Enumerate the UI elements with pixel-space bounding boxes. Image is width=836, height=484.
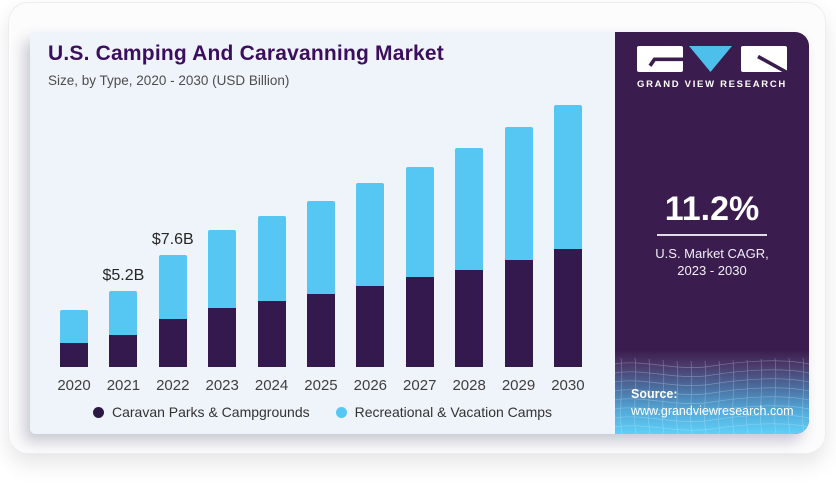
x-axis-label: 2029 — [501, 377, 536, 394]
bar-segment-caravan-parks — [109, 334, 138, 367]
bar-column: $7.6B 2022 — [152, 95, 194, 394]
bar-column: $5.2B 2021 — [102, 95, 144, 394]
bar-segment-caravan-parks — [208, 308, 237, 367]
bar-segment-recreational-camps — [109, 290, 138, 335]
legend-swatch — [92, 406, 104, 418]
cagr-caption-line2: 2023 - 2030 — [677, 263, 747, 278]
bar-segment-recreational-camps — [356, 183, 385, 287]
bar-column: 2023 — [205, 95, 239, 394]
bar-column: 2024 — [255, 95, 288, 394]
chart-area: U.S. Camping And Caravanning Market Size… — [30, 32, 615, 434]
bar-segment-recreational-camps — [257, 215, 286, 301]
x-axis-label: 2030 — [551, 377, 585, 394]
x-axis-label: 2025 — [304, 377, 338, 394]
cagr-caption-line1: U.S. Market CAGR, — [655, 246, 769, 261]
source-label: Source: — [631, 387, 678, 401]
bar-segment-recreational-camps — [405, 167, 434, 278]
logo-r-mark — [741, 46, 787, 74]
chart-card: U.S. Camping And Caravanning Market Size… — [30, 32, 809, 434]
page-subtitle: Size, by Type, 2020 - 2030 (USD Billion) — [48, 73, 290, 88]
x-axis-label: 2023 — [205, 377, 239, 394]
bar-segment-caravan-parks — [60, 343, 88, 367]
legend-label: Recreational & Vacation Camps — [354, 404, 553, 420]
bar-segment-caravan-parks — [553, 249, 582, 367]
bar-segment-caravan-parks — [455, 269, 484, 367]
bar-segment-recreational-camps — [306, 200, 335, 294]
logo-wordmark: GRAND VIEW RESEARCH — [636, 79, 787, 90]
bar-segment-recreational-camps — [553, 105, 582, 250]
gvr-logo-marks — [637, 46, 787, 74]
x-axis-label: 2026 — [353, 377, 388, 394]
bar-column: 2027 — [403, 95, 436, 394]
bar-segment-recreational-camps — [158, 255, 187, 319]
x-axis-label: 2020 — [57, 377, 91, 394]
x-axis-label: 2028 — [452, 377, 486, 394]
legend-label: Caravan Parks & Campgrounds — [111, 404, 310, 420]
cagr-caption: U.S. Market CAGR, 2023 - 2030 — [615, 245, 809, 279]
mesh-decoration — [615, 350, 809, 434]
bar-segment-caravan-parks — [405, 277, 434, 367]
bar-segment-recreational-camps — [504, 127, 533, 260]
brand-panel: GRAND VIEW RESEARCH 11.2% U.S. Market CA… — [615, 32, 809, 434]
legend-item: Caravan Parks & Campgrounds — [92, 404, 310, 420]
x-axis-label: 2021 — [106, 377, 141, 394]
bar-column: 2020 — [57, 95, 91, 394]
bar-segment-caravan-parks — [257, 300, 286, 367]
bar-segment-recreational-camps — [208, 230, 237, 309]
logo-v-mark — [689, 46, 732, 72]
plot-area: 2020 $5.2B 2021 $7.6B 2022 2023 2024 2025 2026 20… — [57, 95, 585, 394]
legend-item: Recreational & Vacation Camps — [335, 404, 553, 420]
x-axis-label: 2027 — [403, 377, 437, 394]
cagr-value: 11.2% — [656, 190, 768, 236]
source-block: Source: www.grandviewresearch.com — [631, 387, 794, 418]
x-axis-label: 2024 — [254, 377, 289, 394]
legend: Caravan Parks & Campgrounds Recreational … — [30, 404, 615, 420]
bar-column: 2029 — [502, 95, 535, 394]
page-title: U.S. Camping And Caravanning Market — [48, 42, 444, 65]
bar-value-label: $7.6B — [151, 231, 194, 249]
x-axis-label: 2022 — [156, 377, 190, 394]
bar-column: 2030 — [551, 95, 585, 394]
gvr-logo: GRAND VIEW RESEARCH — [615, 44, 809, 90]
cagr-block: 11.2% U.S. Market CAGR, 2023 - 2030 — [615, 190, 809, 279]
bar-segment-caravan-parks — [356, 286, 385, 367]
bar-column: 2028 — [452, 95, 486, 394]
bar-column: 2025 — [304, 95, 338, 394]
bar-segment-caravan-parks — [306, 293, 335, 367]
bar-segment-caravan-parks — [504, 259, 533, 367]
bar-segment-recreational-camps — [455, 147, 484, 270]
source-url: www.grandviewresearch.com — [631, 404, 794, 418]
bar-column: 2026 — [354, 95, 387, 394]
logo-g-mark — [637, 46, 683, 72]
legend-swatch — [335, 406, 347, 418]
bar-segment-recreational-camps — [60, 309, 88, 344]
bar-segment-caravan-parks — [158, 318, 187, 367]
bar-value-label: $5.2B — [102, 266, 145, 284]
